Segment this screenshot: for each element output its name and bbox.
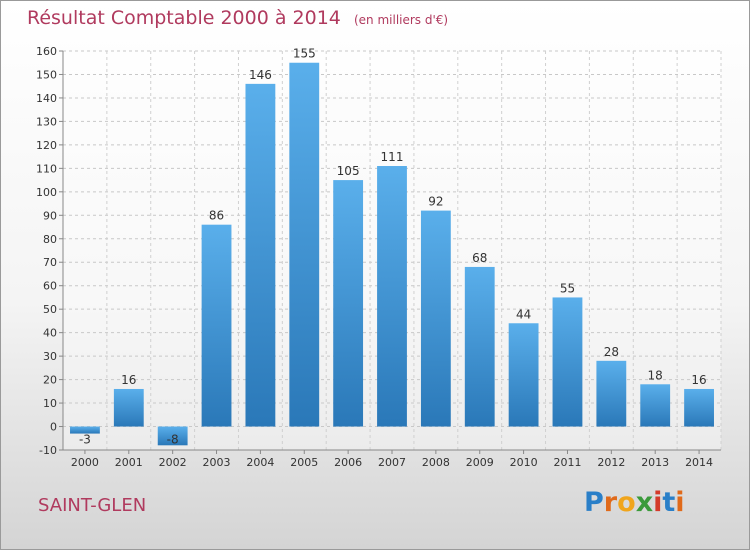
- y-tick-label: 20: [43, 374, 57, 387]
- x-tick-label: 2006: [334, 456, 362, 469]
- x-tick-label: 2010: [510, 456, 538, 469]
- value-label: 105: [337, 164, 360, 178]
- y-tick-label: 120: [36, 139, 57, 152]
- value-label: 92: [428, 195, 443, 209]
- y-tick-label: 60: [43, 280, 57, 293]
- bar-2006: [333, 180, 364, 427]
- x-tick-label: 2014: [685, 456, 713, 469]
- bar-2004: [245, 83, 276, 427]
- value-label: 16: [121, 373, 136, 387]
- logo-letter: i: [653, 487, 663, 518]
- bar-2005: [289, 62, 320, 427]
- logo-letter: i: [675, 487, 685, 518]
- y-tick-label: 10: [43, 397, 57, 410]
- x-tick-label: 2011: [553, 456, 581, 469]
- x-tick-label: 2000: [71, 456, 99, 469]
- bar-2000: [70, 426, 100, 434]
- logo-letter: x: [635, 487, 654, 518]
- value-label: 44: [516, 307, 531, 321]
- bar-2014: [684, 388, 714, 427]
- y-tick-label: 150: [36, 68, 57, 81]
- chart-subtitle: (en milliers d'€): [353, 13, 449, 27]
- value-label: 18: [648, 368, 663, 382]
- logo-letter: P: [584, 487, 604, 518]
- y-tick-label: 50: [43, 303, 57, 316]
- bar-2007: [377, 166, 407, 427]
- y-tick-label: 80: [43, 233, 57, 246]
- bar-2002: [157, 426, 188, 446]
- value-label: -8: [167, 433, 179, 447]
- bar-2008: [420, 210, 451, 427]
- bar-2011: [552, 297, 583, 427]
- bar-2012: [596, 360, 627, 427]
- y-tick-label: -10: [39, 444, 57, 457]
- y-tick-label: 110: [36, 162, 57, 175]
- x-tick-label: 2012: [597, 456, 625, 469]
- y-tick-label: 0: [50, 421, 57, 434]
- bar-2013: [640, 384, 671, 427]
- y-tick-label: 140: [36, 92, 57, 105]
- x-tick-label: 2002: [159, 456, 187, 469]
- title-row: Résultat Comptable 2000 à 2014 (en milli…: [27, 7, 448, 29]
- value-label: 111: [381, 150, 404, 164]
- value-label: 28: [604, 345, 619, 359]
- bar-2010: [508, 323, 539, 427]
- logo-letter: o: [617, 487, 636, 518]
- bar-2001: [113, 388, 144, 427]
- commune-name: SAINT-GLEN: [38, 495, 147, 516]
- y-tick-label: 160: [36, 45, 57, 58]
- bar-2009: [464, 266, 495, 427]
- y-tick-label: 70: [43, 256, 57, 269]
- y-tick-label: 100: [36, 186, 57, 199]
- chart-title: Résultat Comptable 2000 à 2014: [27, 7, 341, 29]
- x-tick-label: 2009: [466, 456, 494, 469]
- x-tick-label: 2004: [246, 456, 274, 469]
- proxiti-logo: Proxiti: [584, 487, 685, 518]
- y-tick-label: 130: [36, 115, 57, 128]
- value-label: -3: [79, 433, 91, 447]
- x-tick-label: 2013: [641, 456, 669, 469]
- value-label: 68: [472, 251, 487, 265]
- y-tick-label: 30: [43, 350, 57, 363]
- value-label: 86: [209, 209, 224, 223]
- value-label: 155: [293, 47, 316, 61]
- logo-letter: t: [662, 487, 676, 518]
- y-tick-label: 40: [43, 327, 57, 340]
- x-tick-label: 2005: [290, 456, 318, 469]
- logo-letter: r: [603, 487, 618, 518]
- y-tick-label: 90: [43, 209, 57, 222]
- x-tick-label: 2007: [378, 456, 406, 469]
- x-tick-label: 2008: [422, 456, 450, 469]
- x-tick-label: 2001: [115, 456, 143, 469]
- value-label: 16: [691, 373, 706, 387]
- value-label: 146: [249, 68, 272, 82]
- value-label: 55: [560, 281, 575, 295]
- bar-2003: [201, 224, 232, 427]
- x-tick-label: 2003: [203, 456, 231, 469]
